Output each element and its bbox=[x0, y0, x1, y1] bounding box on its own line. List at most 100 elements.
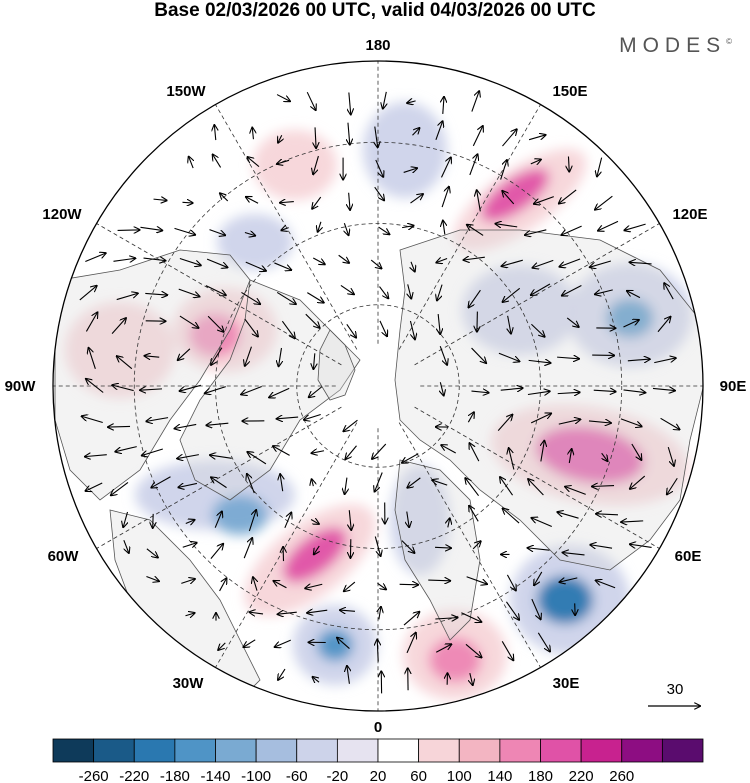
wind-arrow bbox=[205, 386, 226, 394]
wind-arrow bbox=[220, 193, 229, 202]
colorbar-tick: 220 bbox=[569, 768, 594, 783]
wind-arrow bbox=[178, 483, 198, 487]
colorbar-swatch bbox=[296, 738, 338, 763]
wind-arrow bbox=[207, 315, 224, 332]
wind-arrow bbox=[277, 160, 290, 164]
wind-arrow bbox=[178, 288, 200, 296]
wind-arrow bbox=[315, 127, 316, 148]
wind-arrow bbox=[276, 94, 290, 102]
anomaly-neg-labrador bbox=[212, 495, 268, 535]
wind-arrow bbox=[477, 190, 481, 212]
wind-arrow bbox=[313, 257, 325, 264]
wind-arrow bbox=[370, 259, 381, 268]
longitude-label-90w: 90W bbox=[5, 378, 37, 395]
wind-arrow bbox=[407, 477, 421, 488]
colorbar-swatch bbox=[133, 738, 176, 763]
wind-arrow bbox=[501, 641, 513, 660]
wind-arrow bbox=[598, 220, 619, 230]
wind-arrow bbox=[377, 582, 386, 589]
wind-arrow bbox=[465, 643, 482, 657]
wind-arrow bbox=[142, 448, 163, 456]
wind-arrow bbox=[205, 285, 226, 296]
brand-mark: © bbox=[726, 37, 732, 46]
longitude-label-120e: 120E bbox=[672, 206, 707, 223]
wind-arrow bbox=[314, 545, 319, 554]
wind-arrow bbox=[182, 543, 197, 548]
wind-arrow bbox=[313, 677, 320, 682]
wind-arrow bbox=[403, 612, 419, 626]
wind-arrow bbox=[279, 347, 282, 366]
wind-arrow bbox=[667, 477, 678, 494]
wind-arrow bbox=[211, 347, 223, 365]
meridian bbox=[398, 422, 541, 668]
wind-arrow bbox=[503, 287, 521, 302]
wind-arrow bbox=[178, 348, 191, 360]
wind-arrow bbox=[557, 392, 580, 393]
longitude-label-150e: 150E bbox=[552, 83, 587, 100]
wind-arrow bbox=[469, 443, 480, 462]
wind-arrow bbox=[407, 101, 416, 103]
wind-arrow bbox=[443, 221, 445, 235]
brand-text: MODES bbox=[619, 34, 727, 57]
wind-arrow bbox=[565, 487, 586, 495]
wind-arrow bbox=[344, 222, 348, 235]
wind-arrow bbox=[630, 262, 652, 264]
reference-vector-label: 30 bbox=[667, 681, 684, 698]
wind-arrow bbox=[465, 478, 480, 497]
wind-arrow bbox=[448, 518, 450, 528]
anomaly-neg-north-pacific bbox=[363, 102, 447, 198]
wind-arrow bbox=[143, 258, 166, 261]
wind-arrow bbox=[469, 289, 481, 307]
wind-arrow bbox=[500, 477, 514, 496]
wind-arrow bbox=[375, 159, 383, 177]
wind-arrow bbox=[437, 284, 443, 301]
wind-arrow bbox=[179, 257, 201, 266]
wind-arrow bbox=[307, 610, 328, 613]
wind-arrow bbox=[241, 386, 262, 395]
colorbar-tick: -20 bbox=[327, 768, 349, 783]
wind-arrow bbox=[525, 229, 547, 235]
wind-arrow bbox=[590, 260, 612, 267]
colorbar-tick: 260 bbox=[609, 768, 634, 783]
anomaly-neg-greenland-sea bbox=[390, 465, 450, 575]
wind-arrow bbox=[562, 285, 582, 296]
wind-arrow bbox=[338, 254, 349, 263]
wind-arrow bbox=[115, 446, 137, 452]
wind-arrow bbox=[461, 612, 481, 622]
wind-arrow bbox=[627, 291, 641, 299]
wind-arrow bbox=[145, 293, 167, 295]
anomaly-neg-middle-east bbox=[537, 576, 593, 624]
coastline bbox=[394, 459, 481, 641]
longitude-label-60w: 60W bbox=[48, 548, 80, 565]
wind-arrow bbox=[253, 577, 257, 591]
wind-arrow bbox=[502, 129, 516, 147]
wind-arrow bbox=[175, 423, 197, 428]
wind-arrow bbox=[284, 513, 291, 529]
wind-arrow bbox=[409, 320, 414, 339]
colorbar-swatch bbox=[52, 738, 95, 763]
wind-arrow bbox=[566, 317, 579, 327]
wind-arrow bbox=[140, 389, 163, 390]
wind-arrow bbox=[243, 538, 252, 559]
wind-arrow bbox=[503, 508, 520, 524]
wind-arrow bbox=[408, 284, 412, 298]
wind-arrow bbox=[313, 353, 314, 369]
wind-arrow bbox=[346, 324, 356, 337]
wind-arrow bbox=[343, 419, 358, 431]
wind-arrow bbox=[82, 416, 103, 424]
wind-arrow bbox=[313, 155, 319, 174]
wind-arrow bbox=[624, 223, 646, 230]
wind-arrow bbox=[377, 640, 378, 662]
wind-arrow bbox=[269, 387, 290, 397]
wind-arrow bbox=[537, 632, 550, 652]
wind-arrow bbox=[112, 385, 134, 392]
colorbar-swatch bbox=[621, 738, 663, 763]
wind-arrow bbox=[185, 520, 195, 524]
meridian bbox=[215, 422, 358, 668]
wind-arrow bbox=[278, 612, 297, 614]
wind-arrow bbox=[116, 293, 138, 301]
wind-arrow bbox=[467, 412, 474, 423]
wind-arrow bbox=[281, 228, 289, 231]
wind-arrow bbox=[117, 356, 133, 370]
chart-title: Base 02/03/2026 00 UTC, valid 04/03/2026… bbox=[154, 0, 596, 21]
